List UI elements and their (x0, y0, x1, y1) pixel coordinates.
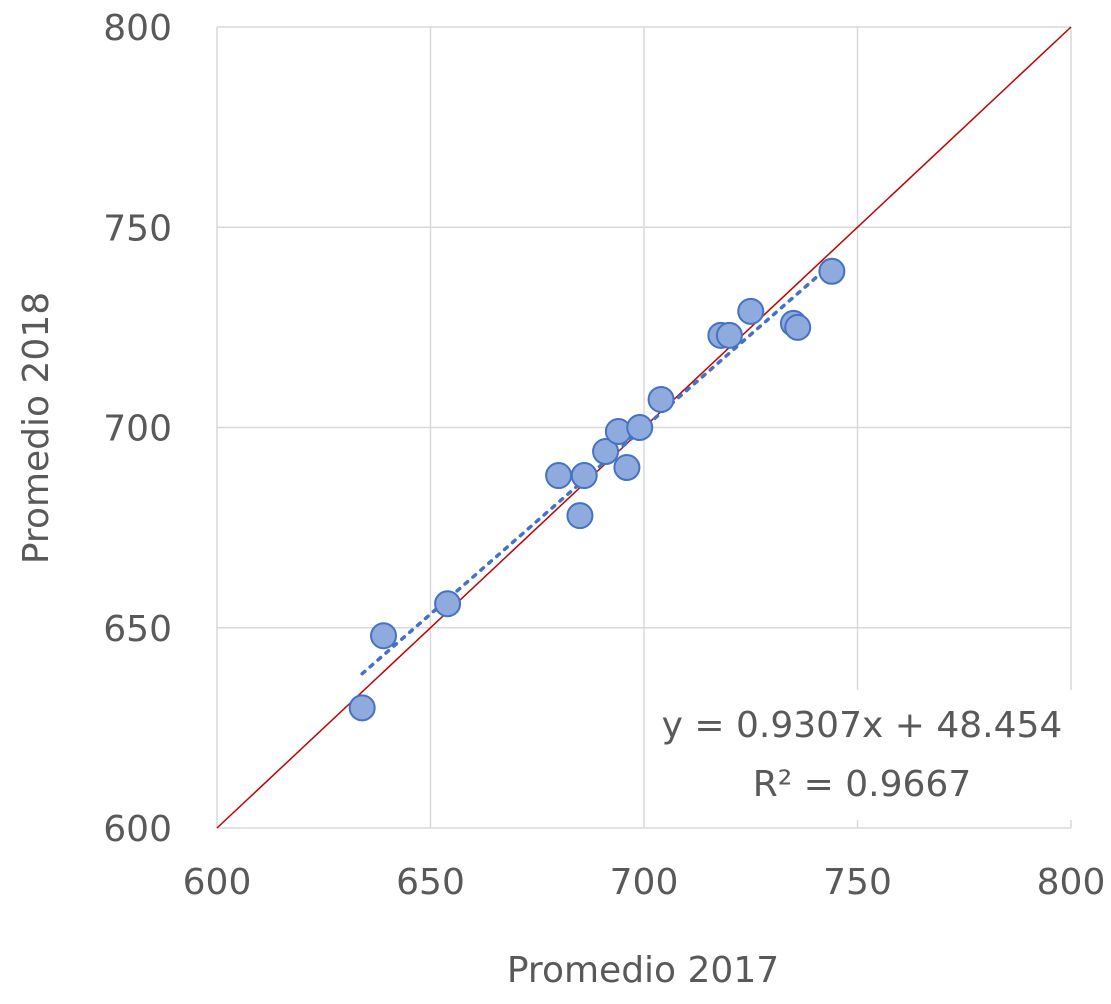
y-tick-label: 600 (103, 809, 172, 850)
data-point (570, 462, 598, 490)
data-points (348, 257, 846, 722)
gridlines (216, 26, 1072, 829)
data-point (566, 502, 594, 530)
data-point (818, 257, 846, 285)
y-tick-label: 700 (103, 409, 172, 450)
y-axis-title: Promedio 2018 (16, 292, 57, 564)
y-tick-label: 800 (103, 8, 172, 49)
data-point (784, 313, 812, 341)
x-tick-label: 600 (183, 862, 252, 903)
data-point (715, 321, 743, 349)
data-point (626, 414, 654, 441)
data-point (545, 462, 573, 490)
tick-labels: 600 650 700 750 800 600 650 700 750 800 (103, 8, 1105, 903)
x-tick-label: 700 (610, 862, 679, 903)
y-tick-label: 650 (103, 609, 172, 650)
x-tick-label: 800 (1037, 862, 1106, 903)
data-point (348, 694, 376, 722)
equation-box (652, 690, 1072, 820)
data-point (592, 438, 620, 466)
trendline-group (360, 261, 834, 676)
data-point (647, 385, 675, 413)
y-tick-label: 750 (103, 208, 172, 249)
data-point (613, 454, 641, 482)
trendline (360, 261, 834, 676)
x-tick-label: 750 (823, 862, 892, 903)
data-point (737, 297, 765, 325)
data-point (434, 590, 462, 618)
trendline-equation: y = 0.9307x + 48.454 (662, 705, 1063, 746)
r-squared-label: R² = 0.9667 (753, 764, 971, 805)
x-axis-title: Promedio 2017 (507, 950, 779, 991)
data-point (370, 622, 398, 650)
x-tick-label: 650 (396, 862, 465, 903)
